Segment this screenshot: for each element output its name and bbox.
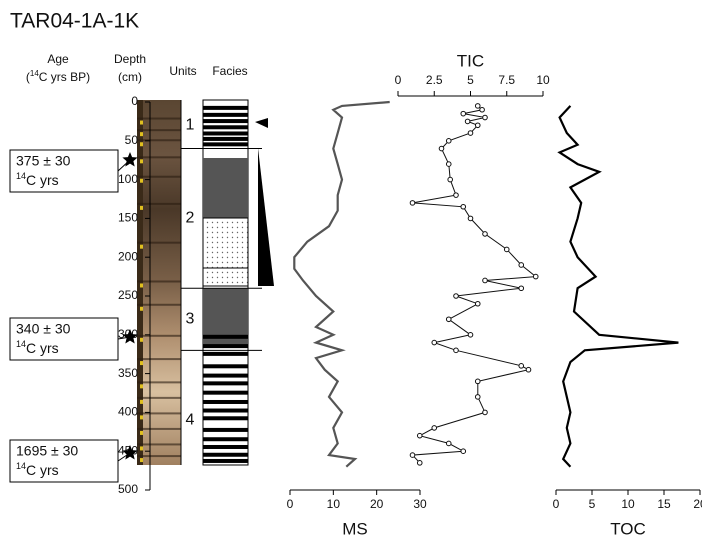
age-unit: 14C yrs: [16, 171, 59, 187]
x-tick-label: 30: [413, 497, 427, 511]
age-star: [122, 329, 138, 344]
point: [445, 138, 452, 144]
point: [474, 378, 481, 385]
unit-label: 4: [186, 411, 195, 428]
age-header: (14C yrs BP): [26, 69, 90, 84]
depth-tick-label: 500: [118, 482, 138, 496]
point: [467, 332, 474, 338]
depth-tick-label: 100: [118, 172, 138, 186]
point: [518, 285, 525, 292]
x-tick-label: 20: [693, 497, 702, 511]
point: [453, 347, 459, 354]
age-star: [122, 152, 138, 167]
age-value: 375 ± 30: [16, 153, 71, 169]
depth-tick-label: 250: [118, 288, 138, 302]
point: [431, 339, 438, 346]
curve: [411, 105, 538, 464]
unit-label: 1: [186, 116, 195, 133]
core-log: [137, 100, 181, 465]
point: [438, 145, 445, 152]
point: [474, 103, 481, 109]
depth-tick-label: 150: [118, 211, 138, 225]
unit-label: 2: [186, 210, 195, 227]
depth-tick-label: 0: [131, 94, 138, 108]
point: [467, 215, 474, 222]
point: [409, 200, 416, 206]
age-value: 340 ± 30: [16, 321, 71, 337]
x-tick-label: 15: [657, 497, 671, 511]
age-unit: 14C yrs: [16, 339, 59, 355]
point: [445, 440, 452, 447]
depth-tick-label: 350: [118, 366, 138, 380]
x-tick-label: 7.5: [498, 73, 515, 87]
x-tick-label: 20: [370, 497, 384, 511]
point: [431, 425, 438, 431]
depth-tick-label: 50: [125, 133, 139, 147]
x-tick-label: 10: [327, 497, 341, 511]
facies-header: Facies: [212, 64, 247, 78]
age-box: [9, 439, 119, 483]
point: [416, 460, 423, 466]
age-value: 1695 ± 30: [16, 443, 78, 459]
point: [532, 273, 539, 280]
x-tick-label: 5: [589, 497, 596, 511]
point: [474, 394, 481, 400]
curve: [557, 105, 679, 468]
point: [460, 448, 467, 455]
point: [482, 277, 488, 284]
depth-header: Depth: [114, 52, 146, 66]
point: [518, 262, 525, 268]
units-header: Units: [169, 64, 196, 78]
point: [464, 118, 471, 125]
depth-tick-label: 400: [118, 405, 138, 419]
age-star: [122, 445, 138, 460]
point: [503, 246, 510, 253]
curve: [293, 100, 390, 468]
x-tick-label: 0: [553, 497, 560, 511]
point: [479, 106, 485, 113]
point: [525, 366, 532, 373]
point: [453, 192, 459, 198]
point: [474, 300, 481, 307]
point: [474, 122, 481, 129]
point: [445, 316, 452, 323]
point: [467, 130, 474, 136]
point: [460, 203, 467, 210]
axis-label: TIC: [457, 51, 484, 70]
point: [453, 293, 459, 299]
depth-header: (cm): [118, 70, 142, 84]
x-tick-label: 0: [287, 497, 294, 511]
x-tick-label: 5: [467, 73, 474, 87]
axis-label: MS: [342, 519, 368, 538]
x-tick-label: 0: [395, 73, 402, 87]
point: [460, 110, 467, 117]
title: TAR04-1A-1K: [10, 10, 139, 33]
unit-label: 3: [186, 310, 195, 327]
x-tick-label: 10: [536, 73, 550, 87]
point: [482, 409, 488, 416]
point: [482, 114, 488, 121]
point: [447, 176, 454, 183]
point: [445, 161, 452, 167]
age-header: Age: [47, 52, 69, 66]
point: [416, 432, 423, 439]
depth-tick-label: 200: [118, 249, 138, 263]
point: [518, 363, 525, 369]
facies-column: [202, 99, 274, 466]
x-tick-label: 10: [621, 497, 635, 511]
x-tick-label: 2.5: [426, 73, 443, 87]
point: [482, 231, 488, 237]
point: [409, 452, 416, 458]
axis-label: TOC: [610, 519, 646, 538]
age-unit: 14C yrs: [16, 461, 59, 477]
